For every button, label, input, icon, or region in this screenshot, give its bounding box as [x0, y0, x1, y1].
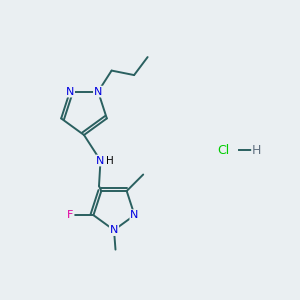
Text: N: N [130, 210, 139, 220]
Text: H: H [106, 155, 114, 166]
Text: N: N [110, 225, 118, 235]
Text: F: F [67, 210, 74, 220]
Text: Cl: Cl [218, 143, 230, 157]
Text: N: N [96, 155, 105, 166]
Text: N: N [94, 87, 102, 97]
Text: N: N [66, 87, 74, 97]
Text: H: H [252, 143, 261, 157]
